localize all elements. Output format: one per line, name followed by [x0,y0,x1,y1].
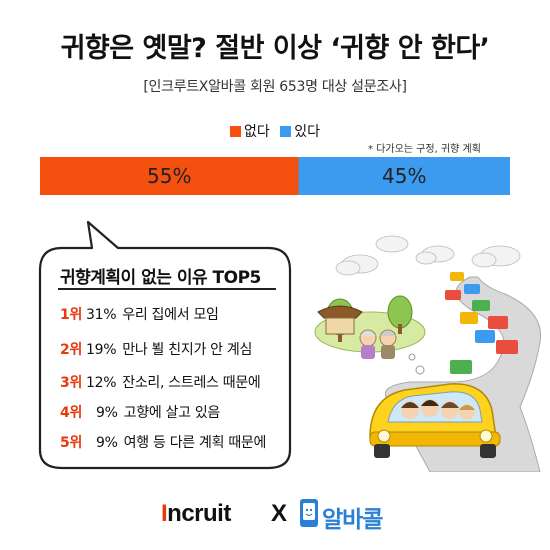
legend-label-no: 없다 [244,124,270,140]
reason-text: 잔소리, 스트레스 때문에 [122,375,261,391]
chart-legend: 없다 있다 [0,121,550,141]
reason-item: 5위 9% 여행 등 다른 계획 때문에 [60,432,266,452]
collab-x: X [271,500,288,527]
reason-pct: 31% [86,307,117,323]
reason-rank: 4위 [60,405,83,421]
legend-label-yes: 있다 [294,124,320,140]
bar-segment-no [40,157,299,195]
incruit-logo: Incruit [161,500,231,528]
reason-pct: 12% [86,375,117,391]
family-car-traffic-illustration [314,235,542,472]
chart-note: * 다가오는 구정, 귀향 계획 [368,144,481,155]
reasons-title: 귀향계획이 없는 이유 TOP5 [60,268,261,288]
footer-logos: Incruit X 알바콜 [0,497,550,537]
reason-text: 만나 뵐 친지가 안 계심 [122,342,253,358]
legend-item-no: 없다 [230,124,270,140]
reason-pct: 9% [96,435,118,451]
stacked-bar-chart: 55% 45% [40,157,510,195]
reason-rank: 1위 [60,307,83,323]
reason-text: 우리 집에서 모임 [122,307,219,323]
legend-swatch-yes [280,126,292,137]
bar-data-label-no: 55% [147,164,191,188]
legend-item-yes: 있다 [280,124,320,140]
reason-text: 고향에 살고 있음 [123,405,221,421]
survey-subtitle: [인크루트X알바콜 회원 653명 대상 설문조사] [143,79,407,95]
bar-data-label-yes: 45% [382,164,426,188]
reason-item: 4위 9% 고향에 살고 있음 [60,402,220,422]
speech-bubble [38,220,292,470]
page-title: 귀향은 옛말? 절반 이상 ‘귀향 안 한다’ [60,33,490,64]
reasons-title-underline [58,288,276,290]
incruit-logo-text: ncruit [167,500,231,527]
reason-item: 1위 31% 우리 집에서 모임 [60,304,219,324]
incruit-logo-i: I [161,500,168,527]
reason-pct: 9% [96,405,118,421]
bar-segment-yes [298,157,510,195]
reason-text: 여행 등 다른 계획 때문에 [123,435,267,451]
bar-chart-svg: 55% 45% [40,157,510,195]
legend-swatch-no [230,126,241,137]
reason-item: 3위 12% 잔소리, 스트레스 때문에 [60,372,261,392]
reason-pct: 19% [86,342,117,358]
reason-rank: 2위 [60,342,83,358]
reason-rank: 3위 [60,375,83,391]
albacall-logo-text: 알바콜 [322,507,383,533]
reason-rank: 5위 [60,435,83,451]
reason-item: 2위 19% 만나 뵐 친지가 안 계심 [60,339,252,359]
phone-face-icon [300,499,318,527]
